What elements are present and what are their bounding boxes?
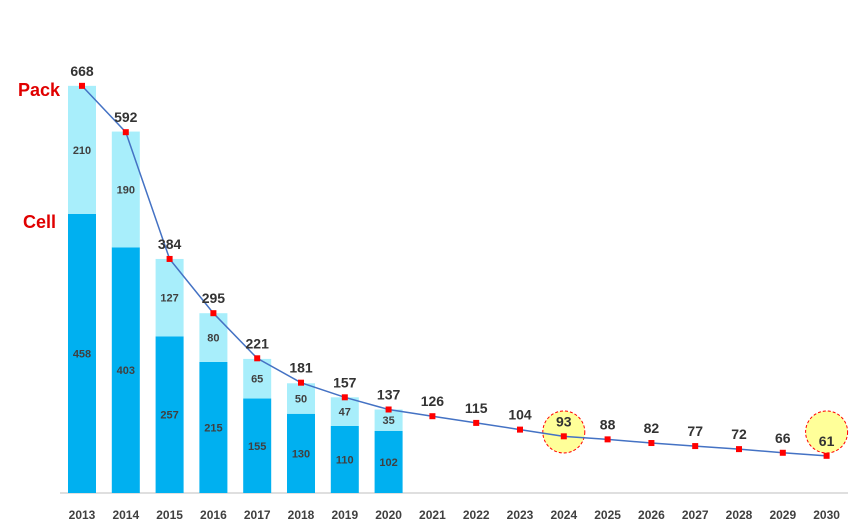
total-point-2015	[166, 255, 173, 262]
x-tick-label: 2023	[507, 508, 534, 522]
bar-pack-2016	[199, 313, 228, 362]
bar-cell-2020	[374, 430, 403, 493]
total-value-label: 384	[158, 236, 182, 252]
x-tick-label: 2014	[112, 508, 139, 522]
pack-value-label: 80	[207, 333, 219, 345]
pack-value-label: 190	[117, 184, 135, 196]
pack-value-label: 65	[251, 374, 263, 386]
cell-value-label: 458	[73, 348, 91, 360]
x-tick-label: 2025	[594, 508, 621, 522]
total-point-2018	[298, 379, 304, 386]
pack-series-label: Pack	[18, 80, 61, 100]
total-value-label: 77	[687, 423, 703, 439]
total-point-2023	[517, 426, 523, 433]
total-value-label: 221	[246, 335, 270, 351]
total-value-label: 104	[508, 407, 532, 423]
total-point-2027	[692, 443, 699, 450]
x-tick-label: 2021	[419, 508, 446, 522]
cell-series-label: Cell	[23, 212, 57, 232]
total-value-label: 295	[202, 290, 226, 306]
bar-cell-2016	[199, 361, 228, 493]
total-point-2019	[341, 394, 348, 401]
x-tick-label: 2018	[288, 508, 315, 522]
x-tick-label: 2015	[156, 508, 183, 522]
pack-value-label: 50	[295, 394, 307, 406]
total-point-2026	[648, 440, 655, 447]
bar-pack-2018	[287, 383, 315, 414]
x-tick-label: 2017	[244, 508, 271, 522]
total-value-label: 66	[775, 430, 791, 446]
cell-value-label: 257	[160, 410, 178, 422]
total-line	[81, 85, 827, 457]
bar-cell-2017	[243, 398, 272, 493]
total-point-2017	[254, 355, 261, 362]
x-tick-label: 2029	[769, 508, 796, 522]
total-point-2021	[429, 413, 436, 420]
total-value-label: 115	[465, 400, 488, 416]
bar-cell-2013	[68, 213, 96, 493]
cell-value-label: 155	[248, 441, 266, 453]
total-point-2029	[779, 449, 786, 456]
pack-value-label: 127	[160, 293, 178, 305]
total-value-label: 93	[556, 413, 572, 429]
total-value-label: 668	[70, 63, 94, 79]
total-value-label: 592	[114, 109, 138, 125]
total-value-label: 61	[819, 433, 835, 449]
total-value-label: 157	[333, 374, 357, 390]
total-point-2020	[385, 406, 392, 413]
bar-cell-2015	[155, 336, 184, 493]
bar-pack-2015	[155, 258, 184, 337]
total-value-label: 82	[644, 420, 660, 436]
bar-cell-2018	[287, 413, 315, 493]
cell-value-label: 102	[379, 457, 397, 469]
x-tick-label: 2030	[813, 508, 840, 522]
total-value-label: 181	[289, 360, 313, 376]
pack-value-label: 210	[73, 145, 91, 157]
total-value-label: 126	[421, 393, 445, 409]
total-point-2022	[473, 419, 480, 426]
bar-pack-2013	[68, 85, 96, 214]
total-point-2028	[736, 446, 742, 453]
x-tick-label: 2016	[200, 508, 227, 522]
total-point-2024	[560, 433, 567, 440]
cell-value-label: 130	[292, 448, 310, 460]
bar-cell-2014	[111, 247, 140, 493]
total-value-label: 72	[731, 426, 747, 442]
x-tick-label: 2020	[375, 508, 402, 522]
x-tick-label: 2027	[682, 508, 709, 522]
total-point-2013	[79, 82, 85, 89]
total-value-label: 137	[377, 386, 401, 402]
pack-value-label: 35	[382, 415, 394, 427]
x-tick-label: 2026	[638, 508, 665, 522]
cell-value-label: 110	[336, 454, 354, 466]
bar-pack-2014	[111, 131, 140, 248]
highlight-circle-2024	[542, 410, 586, 454]
cell-value-label: 215	[204, 422, 222, 434]
total-point-2014	[122, 129, 129, 136]
x-tick-label: 2019	[331, 508, 358, 522]
bar-pack-2019	[330, 397, 359, 426]
bar-pack-2020	[374, 409, 403, 431]
x-tick-label: 2013	[69, 508, 96, 522]
x-tick-label: 2022	[463, 508, 490, 522]
pack-value-label: 47	[339, 407, 351, 419]
total-point-2016	[210, 310, 217, 317]
bar-pack-2017	[243, 358, 272, 399]
bar-cell-2019	[330, 425, 359, 493]
cell-value-label: 403	[117, 365, 135, 377]
total-point-2030	[823, 452, 830, 459]
total-point-2025	[604, 436, 611, 443]
x-tick-label: 2028	[726, 508, 753, 522]
x-tick-label: 2024	[550, 508, 577, 522]
total-value-label: 88	[600, 416, 616, 432]
